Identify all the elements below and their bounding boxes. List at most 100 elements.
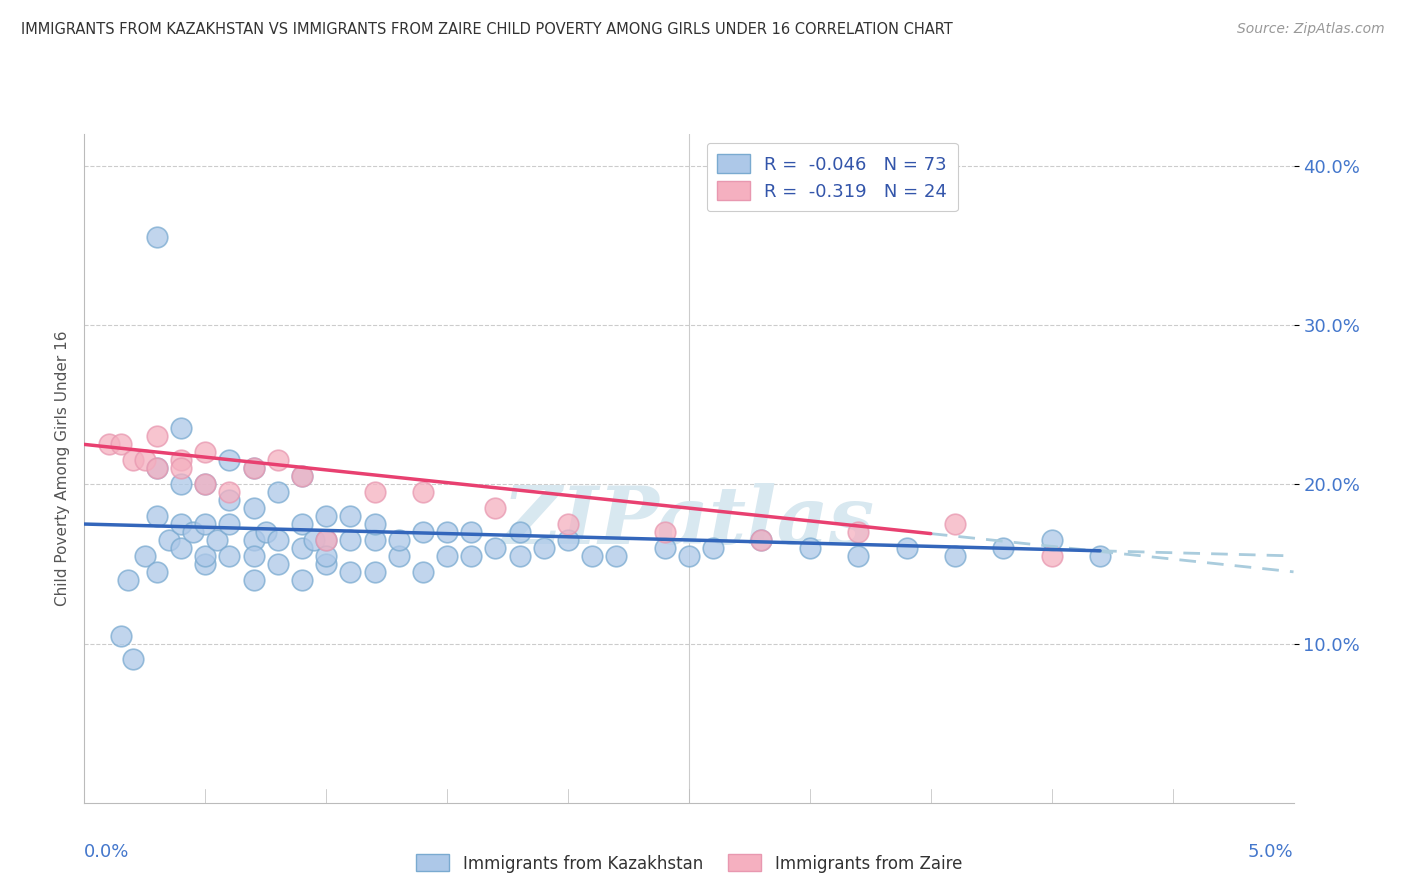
Point bbox=[134, 453, 156, 467]
Point bbox=[218, 517, 240, 532]
Point bbox=[97, 437, 120, 451]
Point bbox=[1040, 533, 1063, 547]
Point bbox=[702, 541, 724, 555]
Point bbox=[302, 533, 325, 547]
Point bbox=[751, 533, 773, 547]
Point bbox=[242, 573, 264, 587]
Point bbox=[678, 549, 700, 563]
Point bbox=[557, 517, 579, 532]
Point bbox=[654, 541, 676, 555]
Text: Source: ZipAtlas.com: Source: ZipAtlas.com bbox=[1237, 22, 1385, 37]
Legend: R =  -0.046   N = 73, R =  -0.319   N = 24: R = -0.046 N = 73, R = -0.319 N = 24 bbox=[707, 143, 957, 211]
Point bbox=[315, 533, 337, 547]
Point bbox=[157, 533, 180, 547]
Point bbox=[218, 453, 240, 467]
Point bbox=[194, 477, 217, 491]
Point bbox=[315, 549, 337, 563]
Point bbox=[339, 565, 361, 579]
Point bbox=[170, 477, 193, 491]
Point bbox=[242, 533, 264, 547]
Point bbox=[751, 533, 773, 547]
Point bbox=[484, 541, 506, 555]
Point bbox=[363, 485, 385, 500]
Point bbox=[460, 524, 482, 539]
Point bbox=[267, 557, 290, 571]
Point bbox=[363, 565, 385, 579]
Point bbox=[207, 533, 229, 547]
Point bbox=[581, 549, 603, 563]
Point bbox=[181, 524, 204, 539]
Point bbox=[605, 549, 627, 563]
Point bbox=[170, 461, 193, 475]
Point bbox=[194, 557, 217, 571]
Point bbox=[146, 565, 169, 579]
Point bbox=[291, 517, 314, 532]
Point bbox=[291, 541, 314, 555]
Point bbox=[110, 437, 132, 451]
Point bbox=[218, 493, 240, 508]
Point bbox=[315, 533, 337, 547]
Point bbox=[315, 509, 337, 524]
Point bbox=[170, 421, 193, 435]
Point bbox=[146, 509, 169, 524]
Point bbox=[943, 549, 966, 563]
Point bbox=[242, 549, 264, 563]
Point bbox=[412, 524, 434, 539]
Point bbox=[339, 509, 361, 524]
Point bbox=[242, 501, 264, 516]
Point bbox=[799, 541, 821, 555]
Point bbox=[846, 549, 869, 563]
Point bbox=[1040, 549, 1063, 563]
Point bbox=[267, 533, 290, 547]
Text: ZIPatlas: ZIPatlas bbox=[503, 483, 875, 560]
Point bbox=[363, 517, 385, 532]
Point bbox=[267, 453, 290, 467]
Y-axis label: Child Poverty Among Girls Under 16: Child Poverty Among Girls Under 16 bbox=[55, 331, 70, 606]
Point bbox=[170, 541, 193, 555]
Text: IMMIGRANTS FROM KAZAKHSTAN VS IMMIGRANTS FROM ZAIRE CHILD POVERTY AMONG GIRLS UN: IMMIGRANTS FROM KAZAKHSTAN VS IMMIGRANTS… bbox=[21, 22, 953, 37]
Point bbox=[146, 429, 169, 443]
Point bbox=[146, 230, 169, 244]
Point bbox=[291, 469, 314, 483]
Point bbox=[134, 549, 156, 563]
Point bbox=[254, 524, 277, 539]
Point bbox=[388, 549, 411, 563]
Point bbox=[242, 461, 264, 475]
Point bbox=[509, 549, 531, 563]
Point bbox=[363, 533, 385, 547]
Point bbox=[412, 565, 434, 579]
Point bbox=[654, 524, 676, 539]
Point bbox=[291, 469, 314, 483]
Point bbox=[557, 533, 579, 547]
Point bbox=[194, 517, 217, 532]
Point bbox=[194, 549, 217, 563]
Point bbox=[170, 517, 193, 532]
Point bbox=[436, 524, 458, 539]
Point bbox=[993, 541, 1015, 555]
Point bbox=[460, 549, 482, 563]
Text: 0.0%: 0.0% bbox=[84, 843, 129, 861]
Point bbox=[110, 628, 132, 642]
Point bbox=[388, 533, 411, 547]
Legend: Immigrants from Kazakhstan, Immigrants from Zaire: Immigrants from Kazakhstan, Immigrants f… bbox=[409, 847, 969, 880]
Point bbox=[412, 485, 434, 500]
Point bbox=[146, 461, 169, 475]
Point bbox=[1088, 549, 1111, 563]
Point bbox=[484, 501, 506, 516]
Point bbox=[509, 524, 531, 539]
Point bbox=[242, 461, 264, 475]
Point bbox=[117, 573, 139, 587]
Point bbox=[121, 453, 143, 467]
Point bbox=[436, 549, 458, 563]
Point bbox=[194, 477, 217, 491]
Point bbox=[846, 524, 869, 539]
Point bbox=[315, 557, 337, 571]
Point bbox=[194, 445, 217, 459]
Point bbox=[943, 517, 966, 532]
Point bbox=[218, 485, 240, 500]
Text: 5.0%: 5.0% bbox=[1249, 843, 1294, 861]
Point bbox=[896, 541, 918, 555]
Point bbox=[291, 573, 314, 587]
Point bbox=[339, 533, 361, 547]
Point bbox=[218, 549, 240, 563]
